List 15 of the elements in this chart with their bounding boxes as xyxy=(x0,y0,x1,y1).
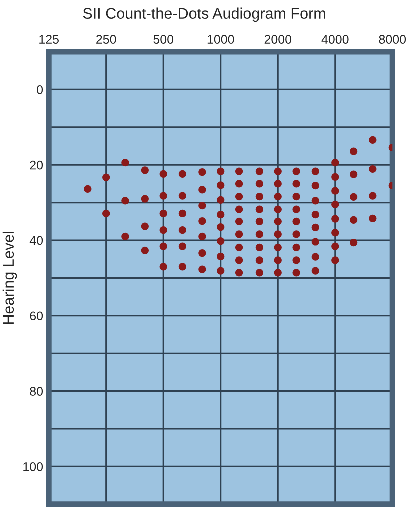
y-tick-label: 0 xyxy=(37,86,44,94)
x-tick-label: 500 xyxy=(154,35,174,44)
x-tick-label: 1000 xyxy=(208,35,234,44)
y-tick-label: 80 xyxy=(30,387,44,396)
y-axis-title: Hearing Level xyxy=(2,232,18,324)
y-tick-label: 100 xyxy=(24,462,44,472)
y-tick-label: 60 xyxy=(30,312,44,321)
x-tick-label: 250 xyxy=(96,35,116,44)
x-tick-label: 2000 xyxy=(264,35,292,44)
y-tick-label: 20 xyxy=(30,160,44,170)
x-tick-label: 8000 xyxy=(379,35,406,44)
x-tick-label: 4000 xyxy=(322,35,349,44)
chart-title: SII Count-the-Dots Audiogram Form xyxy=(83,8,326,22)
y-tick-label: 40 xyxy=(30,236,44,246)
x-tick-label: 125 xyxy=(40,35,59,44)
